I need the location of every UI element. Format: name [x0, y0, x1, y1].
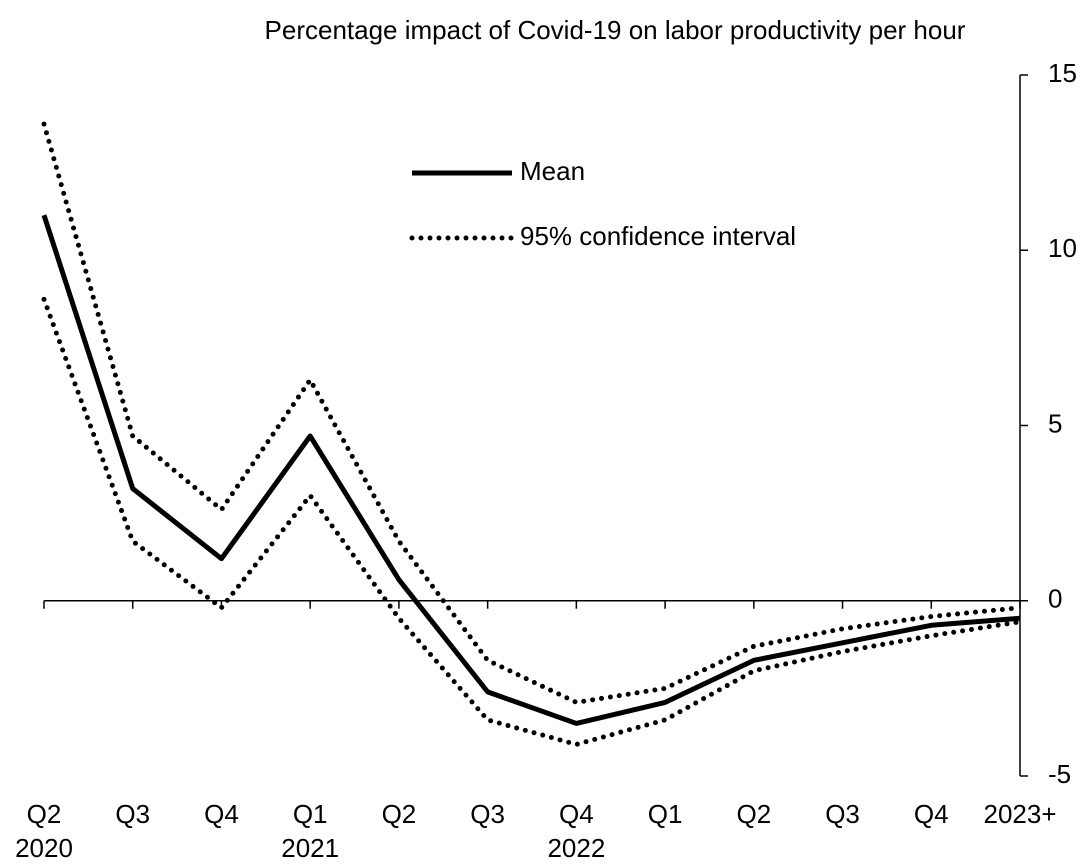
- chart-title: Percentage impact of Covid-19 on labor p…: [265, 15, 966, 45]
- x-tick-label: Q4: [914, 799, 949, 829]
- x-tick-label: Q3: [115, 799, 150, 829]
- x-tick-label: 2023+: [983, 799, 1056, 829]
- x-year-label: 2020: [15, 833, 73, 863]
- x-tick-label: Q2: [382, 799, 417, 829]
- x-tick-label: Q2: [736, 799, 771, 829]
- y-tick-label: 0: [1048, 584, 1062, 614]
- x-tick-label: Q2: [27, 799, 62, 829]
- line-series: [41, 121, 1023, 705]
- x-tick-label: Q4: [559, 799, 594, 829]
- x-tick-label: Q3: [825, 799, 860, 829]
- legend-label: Mean: [520, 156, 585, 186]
- x-tick-label: Q1: [293, 799, 328, 829]
- line-series: [41, 214, 1021, 726]
- x-tick-label: Q4: [204, 799, 239, 829]
- y-tick-label: 5: [1048, 408, 1062, 438]
- legend-label: 95% confidence interval: [520, 221, 796, 251]
- y-tick-label: -5: [1048, 759, 1071, 789]
- y-tick-label: 10: [1048, 233, 1077, 263]
- x-tick-label: Q1: [648, 799, 683, 829]
- line-series: [41, 296, 1023, 747]
- x-tick-label: Q3: [470, 799, 505, 829]
- x-year-label: 2021: [281, 833, 339, 863]
- x-year-label: 2022: [547, 833, 605, 863]
- y-tick-label: 15: [1048, 58, 1077, 88]
